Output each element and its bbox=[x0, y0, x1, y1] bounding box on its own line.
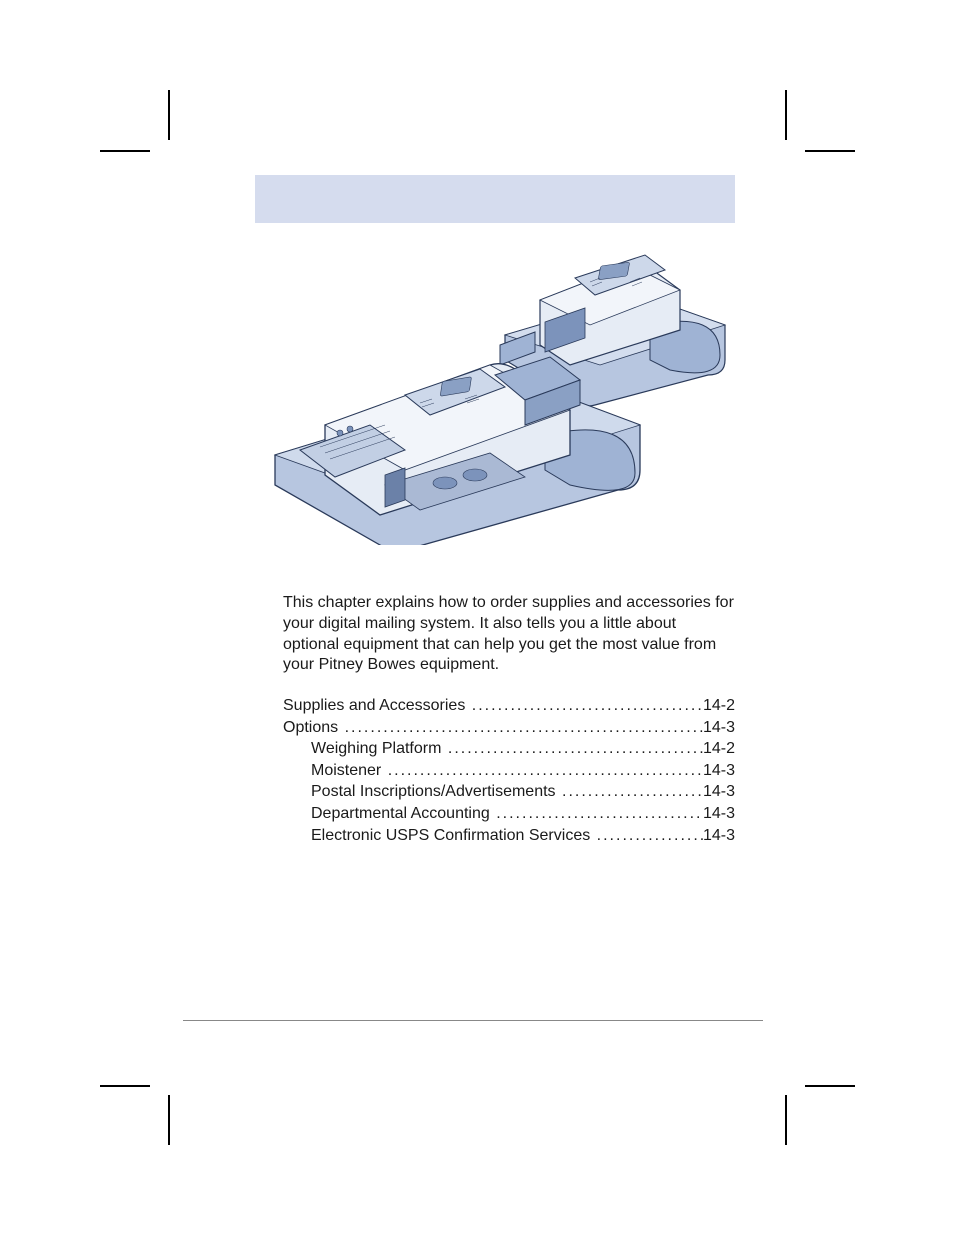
crop-mark bbox=[100, 1085, 150, 1087]
crop-mark bbox=[168, 90, 170, 140]
chapter-intro-paragraph: This chapter explains how to order suppl… bbox=[283, 593, 735, 676]
toc-page-number: 14-3 bbox=[703, 717, 735, 739]
table-of-contents: Supplies and Accessories 14-2Options 14-… bbox=[283, 695, 735, 846]
toc-entry: Options 14-3 bbox=[283, 717, 735, 739]
toc-entry: Supplies and Accessories 14-2 bbox=[283, 695, 735, 717]
product-illustration bbox=[270, 235, 730, 545]
toc-page-number: 14-2 bbox=[703, 695, 735, 717]
toc-entry: Moistener 14-3 bbox=[283, 760, 735, 782]
toc-leader-dots bbox=[470, 695, 703, 717]
toc-entry: Electronic USPS Confirmation Services 14… bbox=[283, 825, 735, 847]
crop-mark bbox=[785, 1095, 787, 1145]
toc-leader-dots bbox=[595, 825, 703, 847]
document-page: This chapter explains how to order suppl… bbox=[0, 0, 954, 1235]
toc-label: Supplies and Accessories bbox=[283, 695, 470, 717]
footer-rule bbox=[183, 1020, 763, 1021]
toc-entry: Weighing Platform 14-2 bbox=[283, 738, 735, 760]
crop-mark bbox=[805, 1085, 855, 1087]
toc-leader-dots bbox=[560, 781, 703, 803]
toc-page-number: 14-3 bbox=[703, 760, 735, 782]
toc-label: Postal Inscriptions/Advertisements bbox=[311, 781, 560, 803]
toc-label: Moistener bbox=[311, 760, 386, 782]
crop-mark bbox=[168, 1095, 170, 1145]
crop-mark bbox=[100, 150, 150, 152]
toc-label: Departmental Accounting bbox=[311, 803, 494, 825]
toc-leader-dots bbox=[343, 717, 703, 739]
toc-label: Options bbox=[283, 717, 343, 739]
toc-leader-dots bbox=[494, 803, 703, 825]
toc-label: Weighing Platform bbox=[311, 738, 446, 760]
toc-page-number: 14-3 bbox=[703, 803, 735, 825]
crop-mark bbox=[785, 90, 787, 140]
crop-mark bbox=[805, 150, 855, 152]
toc-page-number: 14-3 bbox=[703, 781, 735, 803]
toc-leader-dots bbox=[446, 738, 703, 760]
toc-label: Electronic USPS Confirmation Services bbox=[311, 825, 595, 847]
toc-leader-dots bbox=[386, 760, 703, 782]
toc-entry: Postal Inscriptions/Advertisements 14-3 bbox=[283, 781, 735, 803]
toc-page-number: 14-3 bbox=[703, 825, 735, 847]
toc-entry: Departmental Accounting 14-3 bbox=[283, 803, 735, 825]
toc-page-number: 14-2 bbox=[703, 738, 735, 760]
chapter-header-bar bbox=[255, 175, 735, 223]
